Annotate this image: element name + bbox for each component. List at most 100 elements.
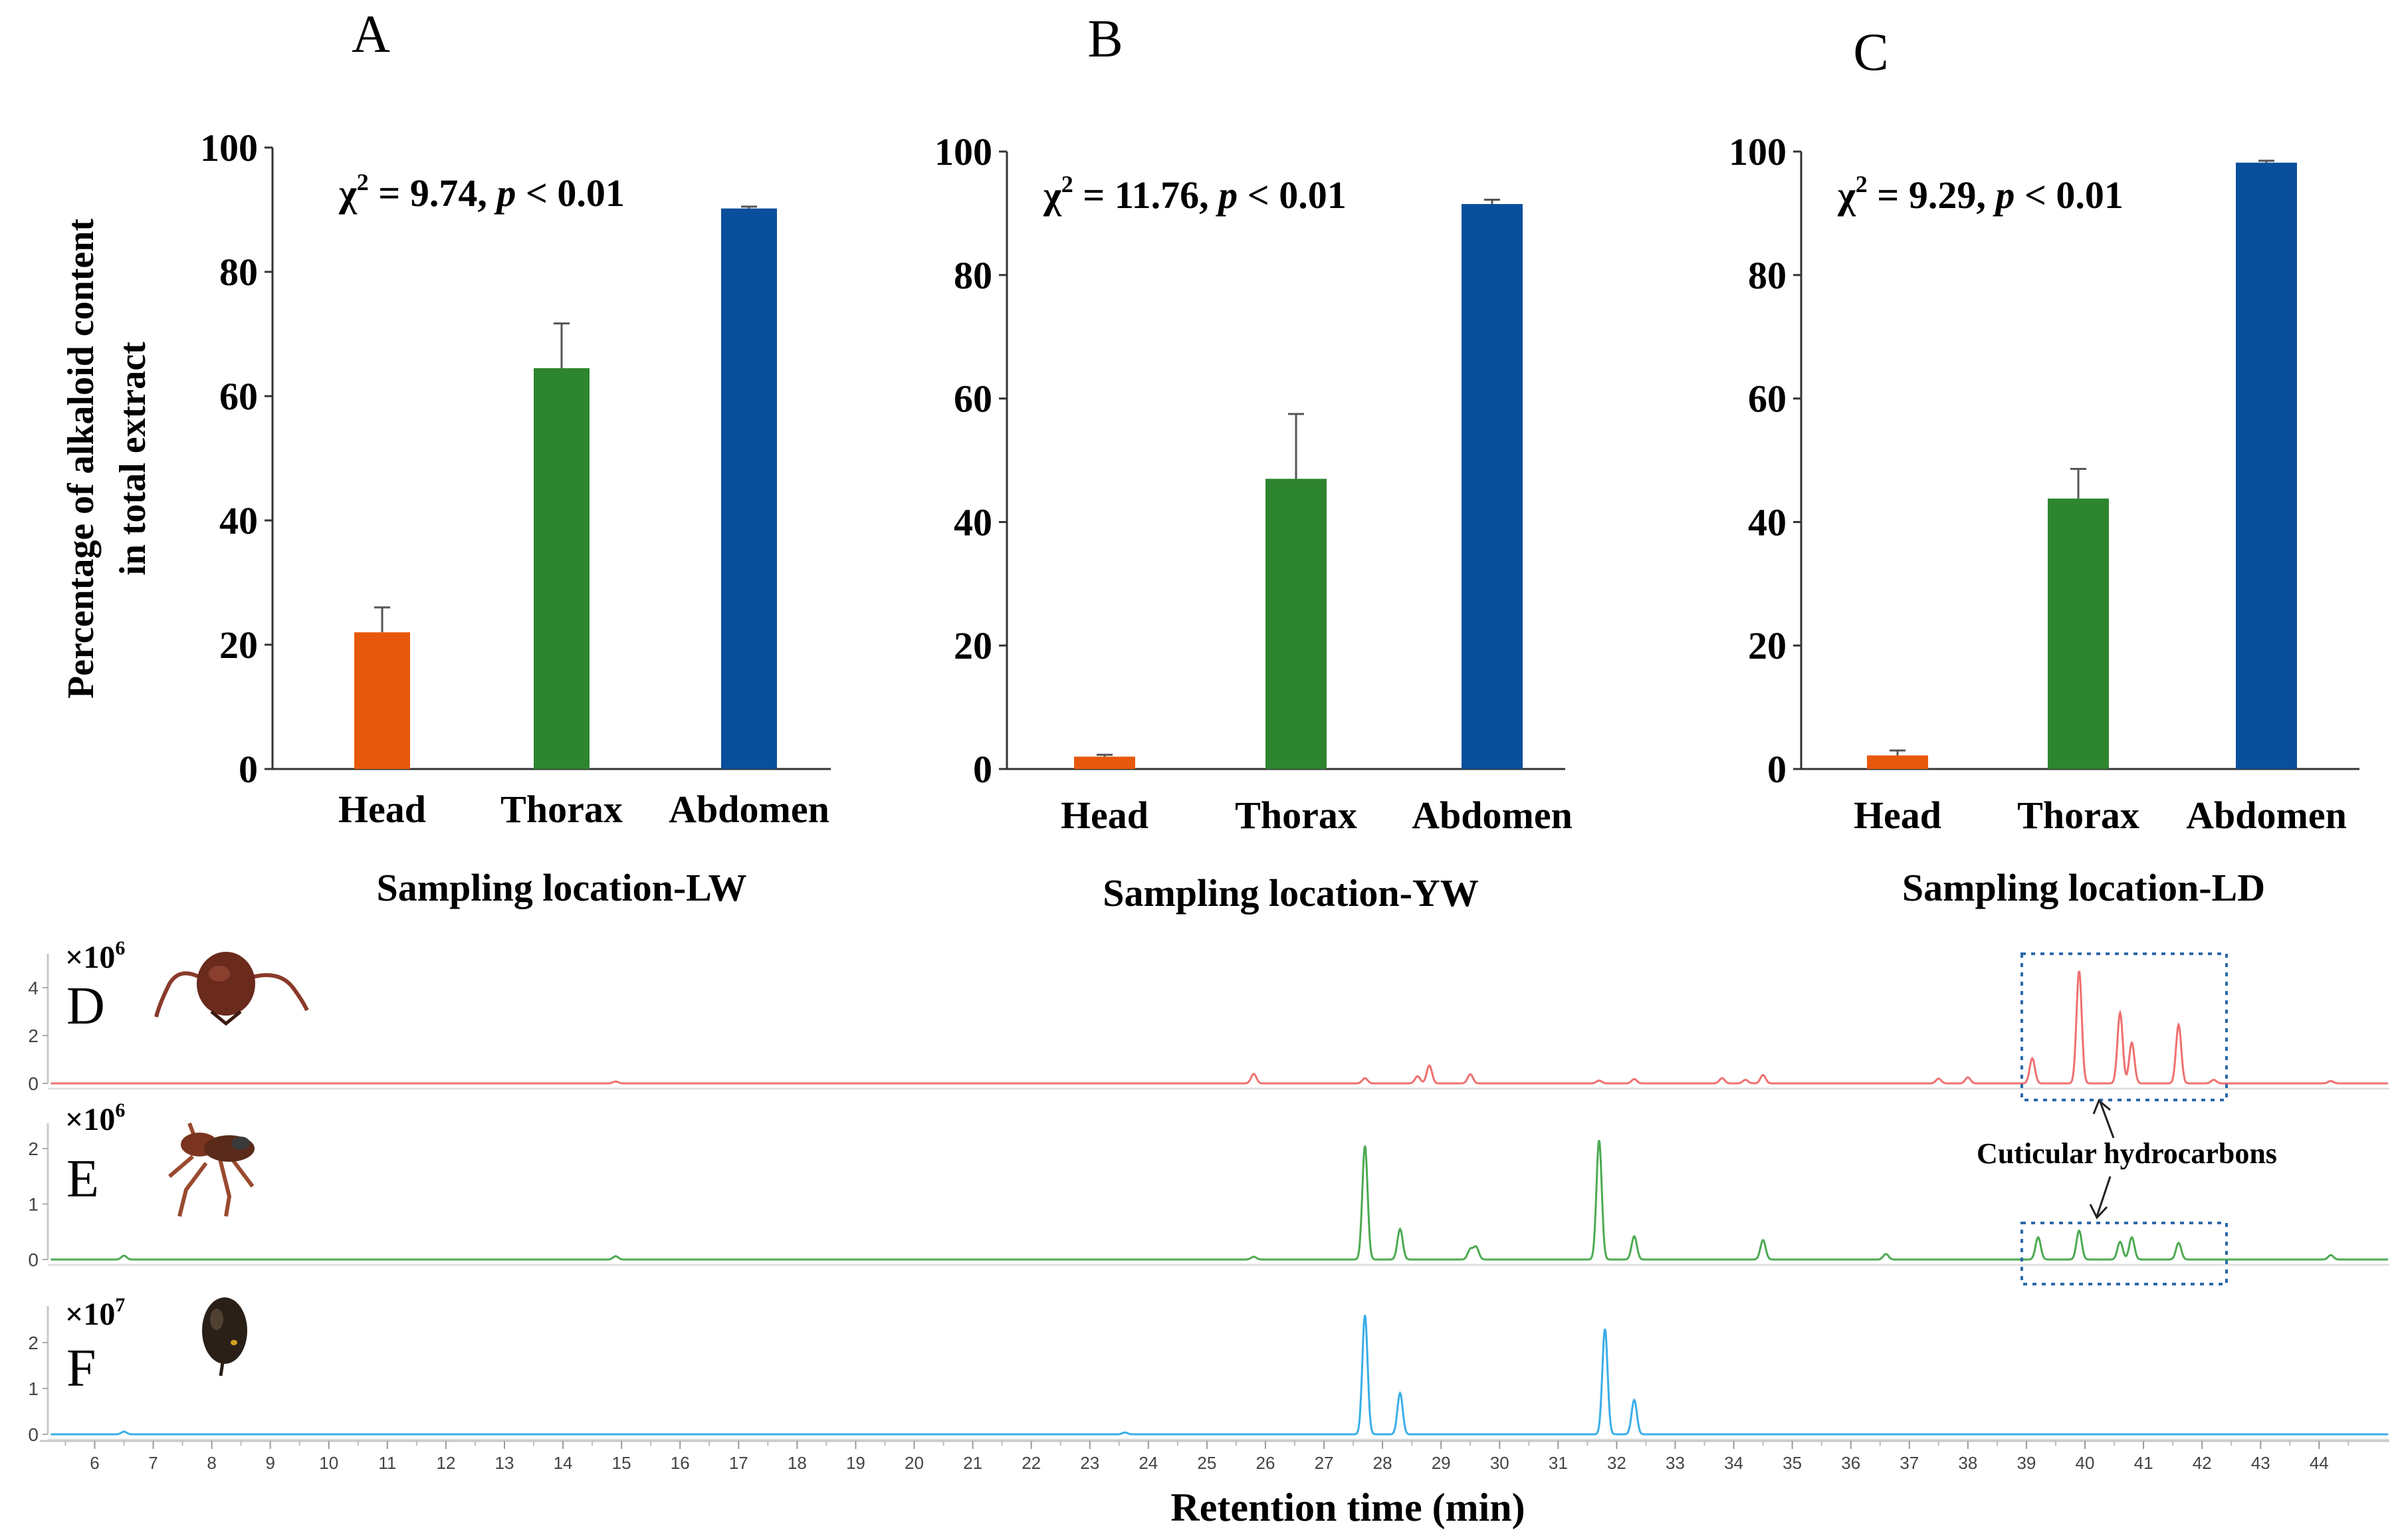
track-e-y-axis: 0 1 2 [28,1123,2389,1270]
stat-annotation-a: χ2 = 9.74, p < 0.01 [338,169,625,215]
bars-b: Head Thorax Abdomen [1061,198,1573,837]
y-tick-label: 60 [1748,378,1787,421]
y-axis-label-line1: Percentage of alkaloid content [60,219,102,699]
x-tick-label: Abdomen [669,788,829,831]
stat-value-a: = 9.74, [369,171,497,215]
chromatogram-x-tick-label: 33 [1666,1453,1685,1473]
scale-exp-d: 6 [115,937,125,959]
track-y-tick-label: 1 [28,1378,39,1399]
chromatogram-x-tick-label: 42 [2193,1453,2212,1473]
chromatogram-x-tick-label: 34 [1724,1453,1743,1473]
chromatogram-x-tick-label: 17 [729,1453,748,1473]
hydrocarbon-arrow-up [2092,1099,2115,1139]
panel-label-b: B [1087,10,1123,68]
y-tick-label: 20 [954,624,992,667]
chromatogram-x-tick-label: 27 [1315,1453,1334,1473]
chromatogram-x-tick-label: 40 [2076,1453,2095,1473]
scale-base-d: ×10 [65,940,115,975]
y-tick-label: 60 [954,378,992,421]
chromatogram-x-tick-label: 16 [671,1453,690,1473]
y-tick-label: 80 [219,251,258,294]
chromatogram-x-tick-label: 12 [436,1453,455,1473]
track-y-tick-label: 2 [28,1139,39,1159]
stat-sup-c: 2 [1856,171,1868,197]
y-tick-label: 80 [954,254,992,297]
chromatogram-x-tick-label: 32 [1607,1453,1626,1473]
chromatogram-x-tick-label: 36 [1841,1453,1860,1473]
track-y-tick-label: 4 [28,978,39,998]
stat-p-b: p [1215,173,1238,217]
chromatogram-x-tick-label: 15 [612,1453,631,1473]
chromatogram-x-tick-label: 30 [1490,1453,1509,1473]
bar-panel-a: A 0 20 40 60 80 100 Head Thorax Abdomen χ2 = 9.… [60,5,831,909]
chromatogram-x-tick-label: 14 [554,1453,573,1473]
bar-abdomen [721,208,777,769]
trace-e-line [51,1140,2389,1261]
scale-base-f: ×10 [65,1297,115,1332]
stat-value-b: = 11.76, [1073,173,1218,217]
track-label-f: F [66,1339,96,1398]
stat-rest-b: < 0.01 [1238,173,1347,217]
track-y-tick-label: 2 [28,1333,39,1353]
y-tick-label: 80 [1748,254,1787,297]
chromatogram-x-tick-label: 23 [1080,1453,1099,1473]
x-tick-label: Abdomen [2186,794,2347,837]
scale-label-e: ×106 [65,1099,125,1137]
chromatogram-x-tick-label: 35 [1783,1453,1802,1473]
y-tick-label: 60 [219,375,258,418]
stat-p-a: p [493,171,516,215]
chromatogram-x-tick-label: 37 [1900,1453,1919,1473]
bar-panel-c: C 0 20 40 60 80 100 Head Thorax Abdomen χ2 = 9.… [1729,23,2359,909]
x-axis-label-a: Sampling location-LW [376,866,746,909]
panel-label-c: C [1853,23,1888,82]
bar-head [354,632,410,769]
x-tick-label: Head [1854,794,1941,837]
scale-base-e: ×10 [65,1102,115,1137]
trace-f-line [51,1315,2389,1436]
y-axis-label-line2: in total extract [112,342,154,576]
chromatogram-x-tick-label: 6 [90,1453,99,1473]
chromatogram-x-tick-label: 41 [2134,1453,2153,1473]
x-tick-label: Abdomen [1412,794,1573,837]
bar-abdomen [1462,203,1523,770]
bar-head [1074,756,1135,769]
hydrocarbon-box-d [2020,952,2228,1101]
scale-label-f: ×107 [65,1294,125,1332]
ant-abdomen-image [202,1297,247,1376]
bars-a: Head Thorax Abdomen [338,205,829,831]
y-tick-label: 0 [1767,748,1787,791]
track-d-y-axis: 0 2 4 [28,954,2389,1094]
chromatogram-x-tick-label: 25 [1197,1453,1216,1473]
stat-chi-a: χ [338,171,358,215]
chromatogram-x-tick-label: 18 [788,1453,807,1473]
ant-head-image [154,952,309,1026]
x-axis-label-c: Sampling location-LD [1902,866,2265,909]
y-tick-label: 0 [973,748,992,791]
chromatogram-x-tick-label: 11 [378,1453,396,1473]
x-tick-label: Head [1061,794,1148,837]
chromatogram-x-tick-label: 8 [207,1453,216,1473]
chromatogram-panel: 024 ×106 D 012 ×106 E [28,937,2389,1529]
hydrocarbon-box-e [2020,1222,2228,1285]
chromatogram-x-tick-label: 28 [1373,1453,1392,1473]
chromatogram-x-tick-label: 39 [2017,1453,2036,1473]
bar-panel-b: B 0 20 40 60 80 100 Head Thorax Abdomen χ2 = 11… [934,10,1573,915]
scale-exp-e: 6 [115,1099,125,1121]
y-tick-label: 100 [200,126,258,169]
chromatogram-x-tick-label: 44 [2310,1453,2329,1473]
x-tick-label: Head [338,788,426,831]
track-y-tick-label: 0 [28,1424,39,1445]
x-axis-label-b: Sampling location-YW [1103,871,1479,915]
chromatogram-x-tick-label: 9 [265,1453,274,1473]
chromatogram-x-tick-label: 29 [1432,1453,1451,1473]
chromatogram-x-tick-label: 21 [963,1453,982,1473]
bars-c: Head Thorax Abdomen [1854,160,2347,837]
chromatogram-x-ticks: 6 7 8 9 10 11 12 13 14 15 16 17 18 19 20 21 22 23 24 25 26 27… [64,1441,2349,1473]
scale-exp-f: 7 [115,1294,125,1316]
chromatogram-x-tick-label: 22 [1022,1453,1041,1473]
hydrocarbon-arrow-down [2089,1176,2112,1220]
stat-value-c: = 9.29, [1868,173,1996,217]
y-tick-label: 100 [934,130,992,173]
chromatogram-x-tick-label: 26 [1255,1453,1275,1473]
track-y-tick-label: 2 [28,1026,39,1046]
